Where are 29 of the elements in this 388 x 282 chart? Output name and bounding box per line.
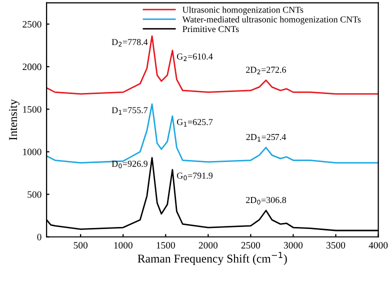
x-tick-label: 3000 [284, 242, 303, 249]
annotation: G$_{0}$=791.9 [176, 172, 213, 180]
y-tick-label: 0 [37, 234, 42, 240]
legend-label: Primitive CNTs [182, 26, 239, 32]
annotation: D$_{1}$=755.7 [112, 107, 148, 115]
y-tick-label: 2000 [22, 64, 42, 70]
x-tick-label: 2500 [241, 242, 260, 249]
x-axis-title: Raman Frequency Shift (cm$^{−1}$) [138, 252, 287, 266]
x-tick-label: 3500 [326, 242, 346, 249]
x-tick-label: 1500 [156, 242, 175, 249]
legend-label: Ultrasonic homogenization CNTs [182, 6, 304, 15]
annotation: D$_{2}$=778.4 [112, 39, 148, 46]
y-tick-label: 1500 [23, 106, 42, 113]
line-series [46, 35, 378, 95]
annotation: G$_{2}$=610.4 [176, 53, 213, 61]
x-tick-label: 500 [74, 242, 88, 249]
annotation: 2D$_{0}$=306.8 [246, 196, 286, 205]
y-axis-title: Intensity [9, 99, 20, 140]
x-tick-label: 4000 [368, 242, 388, 249]
y-tick-label: 2500 [22, 21, 42, 28]
y-tick-label: 500 [28, 191, 42, 198]
y-tick-label: 1000 [23, 148, 42, 156]
annotation: D$_{0}$=926.9 [112, 160, 148, 168]
x-tick-label: 1000 [114, 242, 132, 249]
annotation: G$_{1}$=625.7 [176, 119, 213, 126]
annotation: 2D$_{2}$=272.6 [246, 66, 286, 74]
legend-label: Water-mediated ultrasonic homogenization CNTs [182, 16, 361, 24]
x-tick-label: 2000 [198, 242, 218, 249]
annotation: 2D$_{1}$=257.4 [246, 134, 286, 142]
